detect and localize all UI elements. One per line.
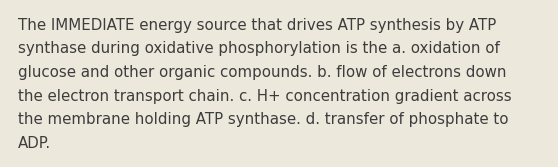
Text: ADP.: ADP. — [18, 135, 51, 150]
Text: synthase during oxidative phosphorylation is the a. oxidation of: synthase during oxidative phosphorylatio… — [18, 42, 500, 56]
Text: glucose and other organic compounds. b. flow of electrons down: glucose and other organic compounds. b. … — [18, 65, 507, 80]
Text: the electron transport chain. c. H+ concentration gradient across: the electron transport chain. c. H+ conc… — [18, 89, 512, 104]
Text: the membrane holding ATP synthase. d. transfer of phosphate to: the membrane holding ATP synthase. d. tr… — [18, 112, 508, 127]
Text: The IMMEDIATE energy source that drives ATP synthesis by ATP: The IMMEDIATE energy source that drives … — [18, 18, 496, 33]
